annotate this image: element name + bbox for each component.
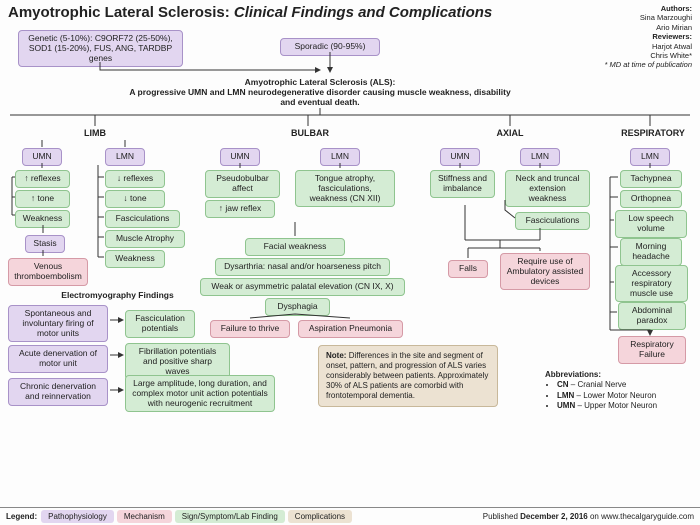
- col-limb: LIMB: [55, 128, 135, 138]
- bulbar-ftt: Failure to thrive: [210, 320, 290, 338]
- note-label: Note:: [326, 351, 346, 360]
- als-title: Amyotrophic Lateral Sclerosis (ALS):: [245, 77, 396, 87]
- als-heading: Amyotrophic Lateral Sclerosis (ALS): A p…: [120, 75, 520, 110]
- legend-bar: Legend: Pathophysiology Mechanism Sign/S…: [0, 507, 700, 525]
- abbrev-cn: CN – Cranial Nerve: [557, 380, 695, 390]
- bulbar-dysphagia: Dysphagia: [265, 298, 330, 316]
- page-title: Amyotrophic Lateral Sclerosis: Clinical …: [8, 4, 492, 21]
- title-sub: Clinical Findings and Complications: [234, 4, 492, 21]
- limb-lmn-weakness: Weakness: [105, 250, 165, 268]
- limb-umn-tone: ↑ tone: [15, 190, 70, 208]
- axial-umn: UMN: [440, 148, 480, 166]
- emg-l1: Spontaneous and involuntary firing of mo…: [8, 305, 108, 342]
- limb-vte: Venous thromboembolism: [8, 258, 88, 286]
- legend-sign: Sign/Symptom/Lab Finding: [175, 510, 285, 523]
- limb-stasis: Stasis: [25, 235, 65, 253]
- emg-header: Electromyography Findings: [40, 290, 195, 300]
- reviewer-2: Chris White*: [650, 51, 692, 60]
- abbrev-lmn: LMN – Lower Motor Neuron: [557, 391, 695, 401]
- resp-speech: Low speech volume: [615, 210, 687, 238]
- axial-falls: Falls: [448, 260, 488, 278]
- limb-lmn-reflexes: ↓ reflexes: [105, 170, 165, 188]
- bulbar-palatal: Weak or asymmetric palatal elevation (CN…: [200, 278, 405, 296]
- legend-label: Legend:: [0, 512, 41, 521]
- limb-umn-reflexes: ↑ reflexes: [15, 170, 70, 188]
- genetic-box: Genetic (5-10%): C9ORF72 (25-50%), SOD1 …: [18, 30, 183, 67]
- bulbar-tongue: Tongue atrophy, fasciculations, weakness…: [295, 170, 395, 207]
- emg-r1: Fasciculation potentials: [125, 310, 195, 338]
- limb-lmn-atrophy: Muscle Atrophy: [105, 230, 185, 248]
- bulbar-jaw: ↑ jaw reflex: [205, 200, 275, 218]
- axial-lmn: LMN: [520, 148, 560, 166]
- legend-pathophysiology: Pathophysiology: [41, 510, 114, 523]
- resp-headache: Morning headache: [620, 238, 682, 266]
- resp-tachypnea: Tachypnea: [620, 170, 682, 188]
- resp-failure: Respiratory Failure: [618, 336, 686, 364]
- bulbar-pseudobulbar: Pseudobulbar affect: [205, 170, 280, 198]
- title-main: Amyotrophic Lateral Sclerosis:: [8, 4, 234, 21]
- limb-lmn-tone: ↓ tone: [105, 190, 165, 208]
- bulbar-umn: UMN: [220, 148, 260, 166]
- author-2: Ario Mirian: [656, 23, 692, 32]
- emg-r3: Large amplitude, long duration, and comp…: [125, 375, 275, 412]
- abbrev-umn: UMN – Upper Motor Neuron: [557, 401, 695, 411]
- resp-accessory: Accessory respiratory muscle use: [615, 265, 688, 302]
- bulbar-facial: Facial weakness: [245, 238, 345, 256]
- col-resp: RESPIRATORY: [608, 128, 698, 138]
- reviewers-label: Reviewers:: [652, 32, 692, 41]
- als-desc: A progressive UMN and LMN neurodegenerat…: [129, 87, 510, 107]
- col-axial: AXIAL: [470, 128, 550, 138]
- bulbar-aspiration: Aspiration Pneumonia: [298, 320, 403, 338]
- limb-lmn: LMN: [105, 148, 145, 166]
- sporadic-box: Sporadic (90-95%): [280, 38, 380, 56]
- note-box: Note: Differences in the site and segmen…: [318, 345, 498, 407]
- bulbar-lmn: LMN: [320, 148, 360, 166]
- axial-fasc: Fasciculations: [515, 212, 590, 230]
- axial-ambulatory: Require use of Ambulatory assisted devic…: [500, 253, 590, 290]
- col-bulbar: BULBAR: [270, 128, 350, 138]
- emg-l3: Chronic denervation and reinnervation: [8, 378, 108, 406]
- resp-orthopnea: Orthopnea: [620, 190, 682, 208]
- legend-mechanism: Mechanism: [117, 510, 172, 523]
- limb-umn-weakness: Weakness: [15, 210, 70, 228]
- abbrev-box: Abbreviations: CN – Cranial Nerve LMN – …: [545, 370, 695, 412]
- bulbar-dysarthria: Dysarthria: nasal and/or hoarseness pitc…: [215, 258, 390, 276]
- author-1: Sina Marzoughi: [640, 13, 692, 22]
- resp-paradox: Abdominal paradox: [618, 302, 686, 330]
- authors-label: Authors:: [661, 4, 692, 13]
- authors-block: Authors: Sina Marzoughi Ario Mirian Revi…: [604, 4, 692, 70]
- axial-stiffness: Stiffness and imbalance: [430, 170, 495, 198]
- legend-published: Published December 2, 2016 on www.thecal…: [483, 512, 700, 521]
- abbrev-header: Abbreviations:: [545, 370, 601, 379]
- resp-lmn: LMN: [630, 148, 670, 166]
- reviewer-1: Harjot Atwal: [652, 42, 692, 51]
- limb-umn: UMN: [22, 148, 62, 166]
- author-note: * MD at time of publication: [604, 60, 692, 69]
- note-text: Differences in the site and segment of o…: [326, 351, 488, 400]
- legend-complications: Complications: [288, 510, 352, 523]
- limb-lmn-fasc: Fasciculations: [105, 210, 180, 228]
- axial-neck: Neck and truncal extension weakness: [505, 170, 590, 207]
- emg-l2: Acute denervation of motor unit: [8, 345, 108, 373]
